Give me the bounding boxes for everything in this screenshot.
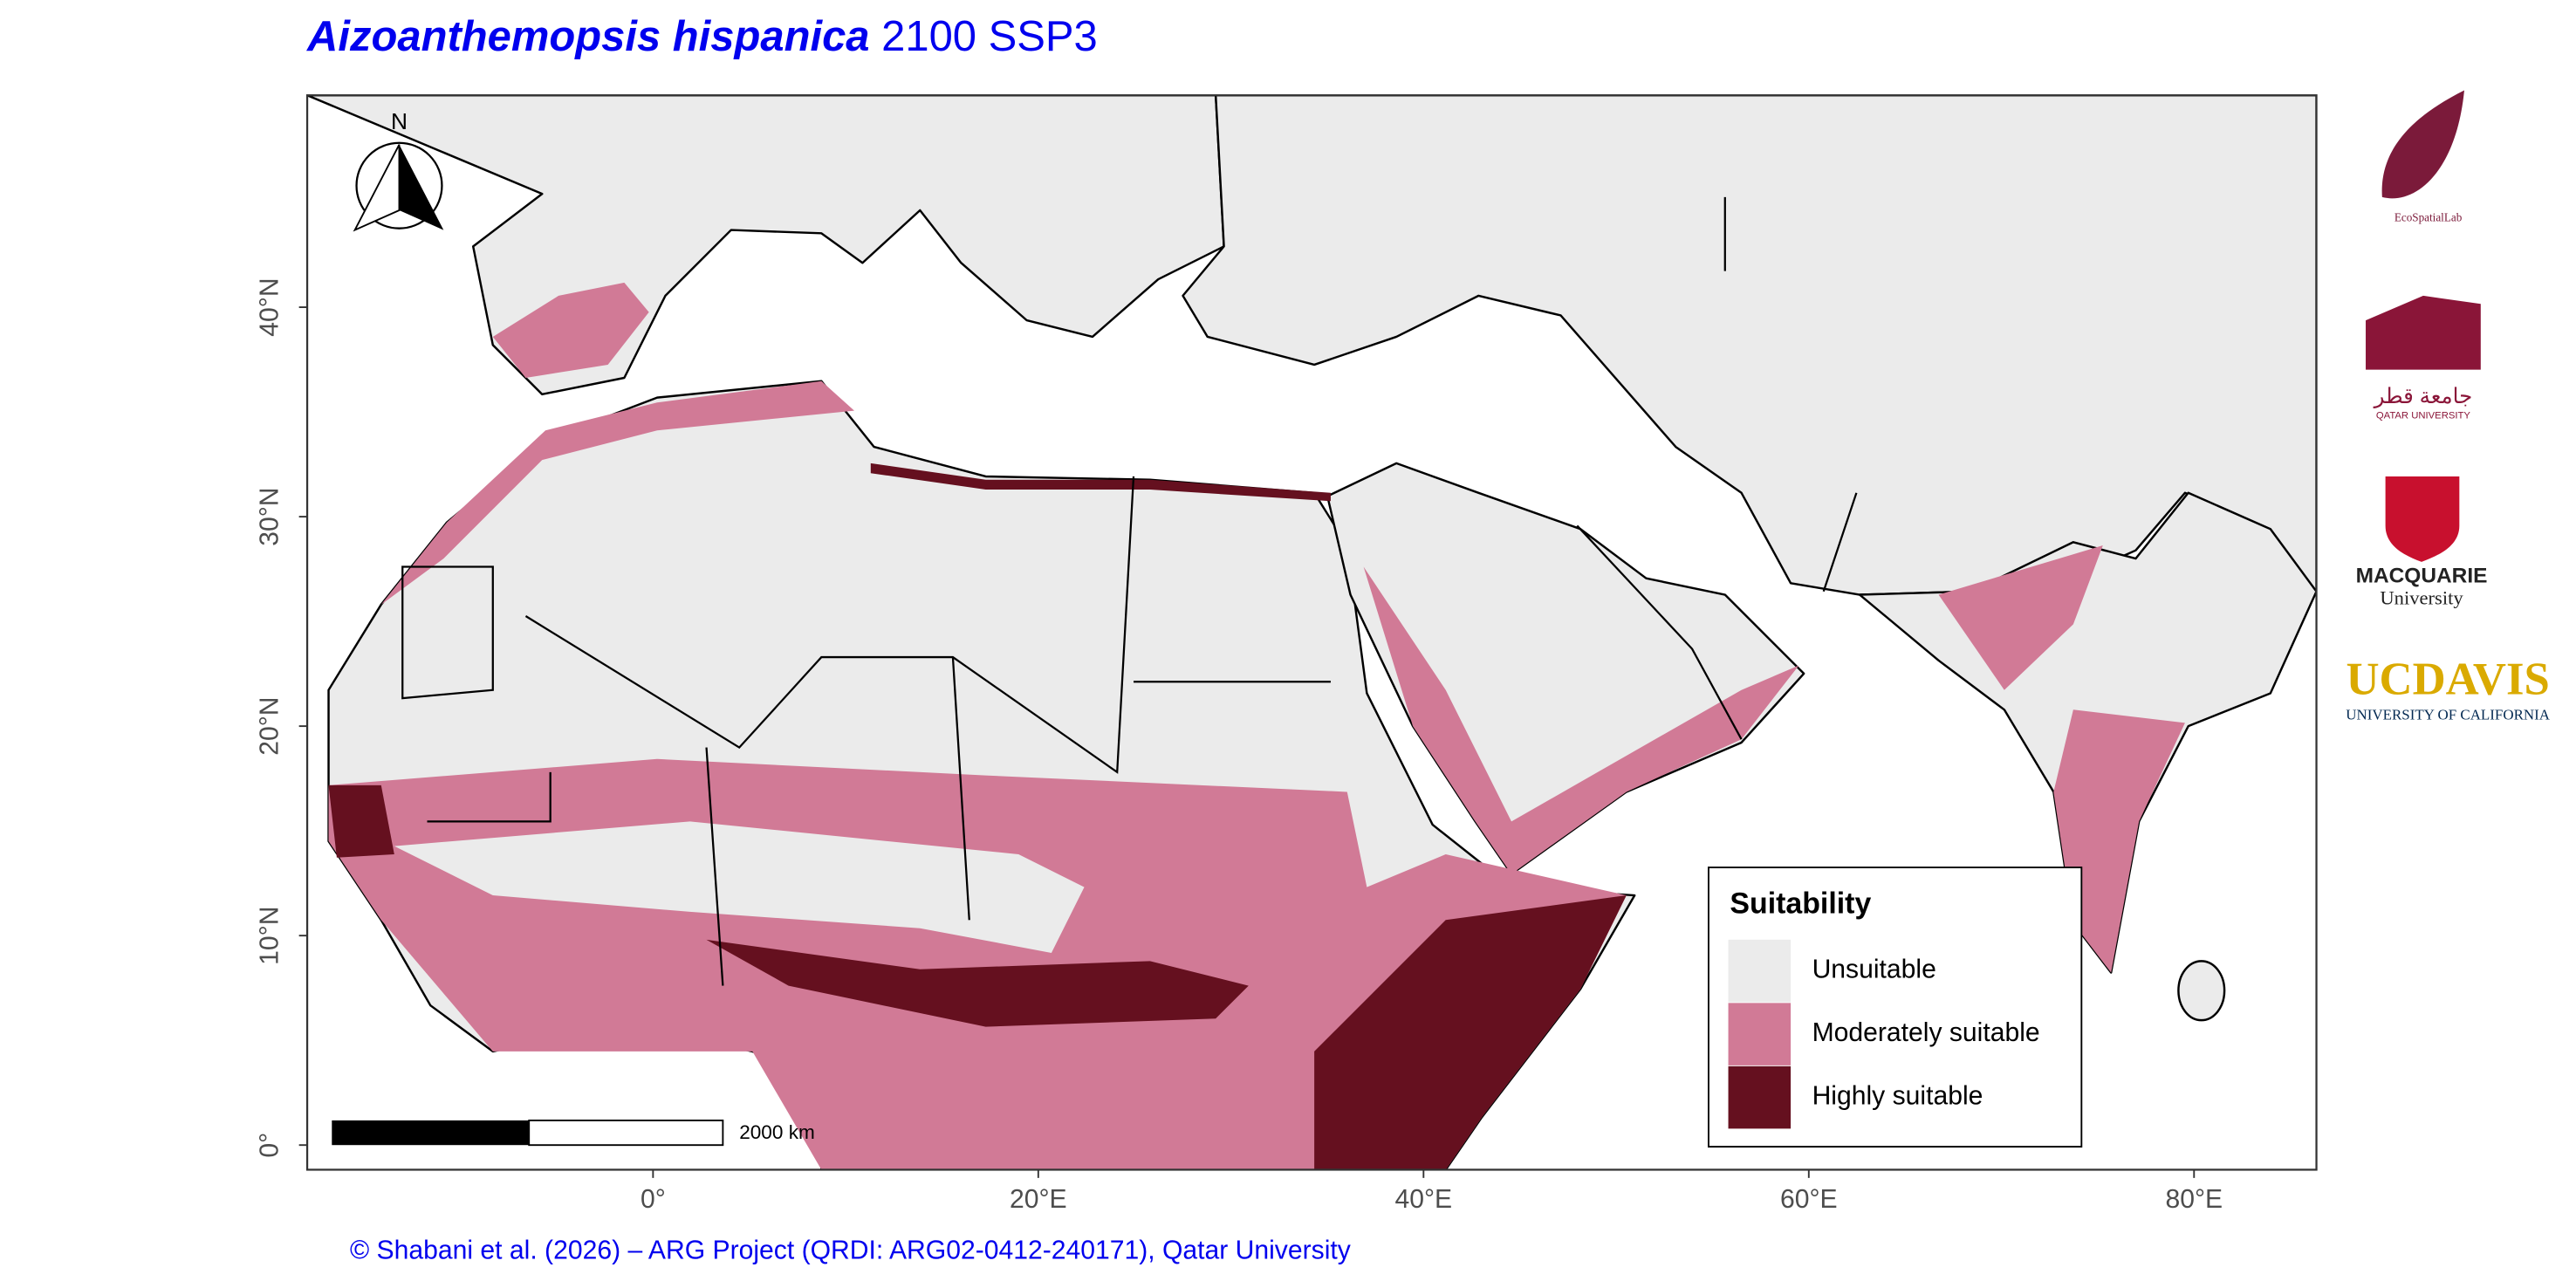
suitability-area [1314, 895, 1627, 1170]
credit: © Shabani et al. (2026) – ARG Project (Q… [350, 1237, 1351, 1265]
legend-label: Highly suitable [1812, 1082, 1983, 1111]
x-tick-label: 60°E [1780, 1185, 1838, 1214]
scale-bar-white [528, 1120, 724, 1147]
north-label: N [391, 108, 408, 134]
suitability-area [394, 821, 1085, 953]
legend-label: Unsuitable [1812, 956, 1936, 984]
species-name: Aizoanthemopsis hispanica [306, 13, 869, 60]
suitability-area [870, 462, 1331, 502]
legend-key [1728, 1003, 1792, 1065]
panel-border [305, 94, 2318, 1171]
x-tick-label: 20°E [1010, 1185, 1067, 1214]
macquarie-text: MACQUARIE [2356, 564, 2488, 587]
suitability-area [1363, 566, 1799, 874]
legend-title: Suitability [1730, 887, 1871, 920]
land [2177, 960, 2226, 1022]
border [401, 196, 1858, 986]
y-tick-label: 10°N [256, 907, 284, 965]
y-tick-label: 0° [256, 1133, 284, 1158]
north-arrow [353, 141, 444, 232]
scenario: 2100 SSP3 [881, 13, 1098, 60]
suitability-area [492, 282, 649, 379]
y-tick-label: 30°N [256, 487, 284, 545]
land-group [307, 95, 2317, 1170]
legend-label: Moderately suitable [1812, 1018, 2040, 1047]
north-arrow-left [353, 144, 401, 232]
legend-entries: Unsuitable Moderately suitable Highly suit… [1728, 939, 2040, 1129]
qatar-text: QATAR UNIVERSITY [2376, 410, 2470, 421]
x-tick-label: 80°E [2165, 1185, 2223, 1214]
qatar-arabic: جامعة قطر [2374, 385, 2473, 408]
logos: EcoSpatialLab جامعة قطر QATAR UNIVERSITY… [2346, 90, 2551, 723]
suitability-area [328, 784, 394, 858]
macquarie-icon [2385, 476, 2460, 562]
axes: 0° 20°E 40°E 60°E 80°E 0° 10°N 20°N 30°N 40°N [256, 277, 2223, 1214]
suitability-area [2053, 709, 2185, 973]
map-panel: N 2000 km [305, 94, 2318, 1171]
scale-bar-black [332, 1120, 530, 1146]
y-tick-label: 20°N [256, 696, 284, 755]
legend-key [1728, 939, 1792, 1003]
macquarie-sub: University [2380, 586, 2463, 608]
legend: Suitability Unsuitable Moderately suitabl… [1708, 867, 2083, 1148]
scale-bar-label: 2000 km [739, 1121, 815, 1143]
legend-key [1728, 1065, 1792, 1129]
ucdavis-text: UCDAVIS [2346, 654, 2549, 704]
x-tick-label: 40°E [1395, 1185, 1453, 1214]
ecospatial-icon [2381, 90, 2464, 199]
title: Aizoanthemopsis hispanica 2100 SSP3 [306, 13, 1098, 60]
qatar-icon [2366, 295, 2481, 370]
suitability-area [380, 380, 854, 605]
suitability-area [706, 939, 1249, 1027]
suitability-area [1938, 545, 2103, 690]
x-tick-label: 0° [641, 1185, 666, 1214]
y-tick-label: 40°N [256, 277, 284, 336]
ecospatial-text: EcoSpatialLab [2394, 210, 2463, 223]
borders [307, 95, 2317, 986]
ucdavis-sub: UNIVERSITY OF CALIFORNIA [2346, 707, 2550, 723]
